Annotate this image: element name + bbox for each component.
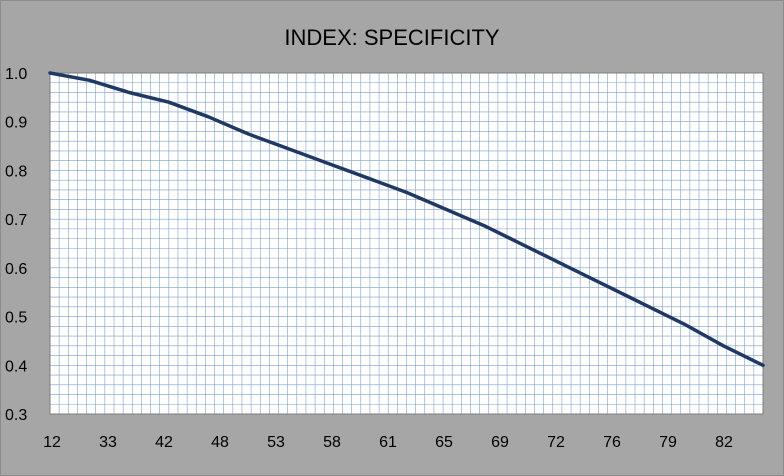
- y-tick-label: 0.4: [5, 358, 27, 375]
- x-tick-label: 61: [379, 434, 397, 451]
- x-tick-label: 33: [99, 434, 117, 451]
- series-line: [48, 71, 765, 368]
- y-tick-label: 0.5: [5, 310, 27, 327]
- x-tick-label: 65: [435, 434, 453, 451]
- x-tick-label: 82: [715, 434, 733, 451]
- x-tick-label: 53: [267, 434, 285, 451]
- x-tick-label: 69: [491, 434, 509, 451]
- y-tick-label: 0.9: [5, 115, 27, 132]
- x-tick-label: 76: [603, 434, 621, 451]
- x-tick-label: 79: [659, 434, 677, 451]
- x-axis-ticks: 12 33 42 48 53 58 61 65 69 72 76 79 82: [43, 434, 733, 451]
- chart-title: INDEX: SPECIFICITY: [284, 25, 499, 50]
- y-tick-label: 0.3: [5, 407, 27, 424]
- series-layer: [48, 71, 765, 368]
- y-tick-label: 0.8: [5, 163, 27, 180]
- y-tick-label: 1.0: [5, 66, 27, 83]
- x-tick-label: 58: [323, 434, 341, 451]
- grid: [50, 73, 763, 414]
- x-tick-label: 12: [43, 434, 61, 451]
- plot-border: [49, 72, 764, 415]
- y-axis-ticks: 0.3 0.4 0.5 0.6 0.7 0.8 0.9 1.0: [5, 66, 27, 424]
- x-tick-label: 48: [211, 434, 229, 451]
- x-tick-label: 42: [155, 434, 173, 451]
- x-tick-label: 72: [547, 434, 565, 451]
- y-tick-label: 0.7: [5, 212, 27, 229]
- y-tick-label: 0.6: [5, 261, 27, 278]
